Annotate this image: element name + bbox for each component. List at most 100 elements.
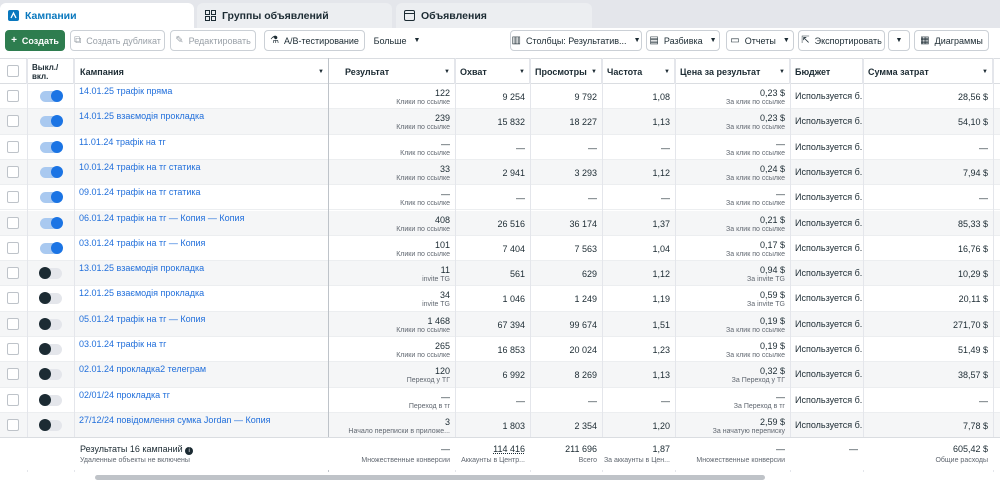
campaign-name-link[interactable]: 05.01.24 трафік на тг — Копия xyxy=(79,313,206,324)
horizontal-scrollbar[interactable] xyxy=(95,475,765,480)
row-checkbox[interactable] xyxy=(7,292,19,305)
cell-cpr: 0,17 $ За клик по ссылке xyxy=(675,236,790,261)
tab-campaigns[interactable]: Кампании xyxy=(0,3,194,28)
cell-result: 11 invite TG xyxy=(340,261,455,286)
table-row[interactable]: 12.01.25 взаємодія прокладка 34 invite TG 1… xyxy=(0,286,1000,312)
charts-button[interactable]: ▦ Диаграммы xyxy=(914,30,989,51)
info-icon[interactable]: i xyxy=(185,447,194,455)
header-toggle-label: Выкл./вкл. xyxy=(32,62,59,81)
cell-result-value: 265 xyxy=(434,341,450,351)
campaign-toggle[interactable] xyxy=(39,292,62,305)
table-row[interactable]: 02/01/24 прокладка тг — Переход в тг — — — — За… xyxy=(0,388,1000,413)
table-row[interactable]: 03.01.24 трафік на тг 265 Клики по ссылке 1… xyxy=(0,337,1000,363)
table-row[interactable]: 10.01.24 трафік на тг статика 33 Клики по … xyxy=(0,159,1000,186)
breakdown-button[interactable]: ▤ Разбивка ▼ xyxy=(646,30,720,51)
row-checkbox[interactable] xyxy=(7,343,19,355)
table-row[interactable]: 02.01.24 прокладка2 телеграм 120 Переход у… xyxy=(0,362,1000,388)
footer-spend-sub: Общие расходы xyxy=(935,457,988,464)
campaign-toggle[interactable] xyxy=(40,191,63,204)
header-impressions[interactable]: Просмотры ▼ xyxy=(530,59,602,84)
cell-freq: 1,13 xyxy=(602,362,675,387)
cell-reach: 1 046 xyxy=(455,286,530,311)
footer-budget-value: — xyxy=(849,444,858,454)
campaign-toggle[interactable] xyxy=(40,165,63,178)
create-button[interactable]: + Создать xyxy=(5,30,65,51)
table-row[interactable]: 03.01.24 трафік на тг — Копия 101 Клики по… xyxy=(0,236,1000,262)
campaign-name-link[interactable]: 27/12/24 повідомлення сумка Jordan — Коп… xyxy=(79,414,271,425)
cell-spend-value: 10,29 $ xyxy=(957,269,988,280)
footer-reach-value[interactable]: 114 416 xyxy=(493,444,525,454)
campaign-toggle[interactable] xyxy=(39,368,62,381)
campaign-name-link[interactable]: 02.01.24 прокладка2 телеграм xyxy=(79,364,207,375)
row-checkbox[interactable] xyxy=(7,90,19,102)
campaign-name-link[interactable]: 03.01.24 трафік на тг — Копия xyxy=(79,237,206,248)
table-row[interactable]: 06.01.24 трафік на тг — Копия — Копия 408… xyxy=(0,210,1000,236)
campaign-toggle[interactable] xyxy=(40,140,63,153)
header-spend[interactable]: Сумма затрат ▼ xyxy=(863,59,993,84)
header-campaign[interactable]: Кампания ▼ xyxy=(75,59,329,84)
campaign-name-link[interactable]: 10.01.24 трафік на тг статика xyxy=(79,161,201,172)
campaign-name-link[interactable]: 02/01/24 прокладка тг xyxy=(79,389,171,400)
campaign-toggle[interactable] xyxy=(40,90,63,102)
export-menu-button[interactable]: ▼ xyxy=(888,30,910,51)
tab-adsets[interactable]: Группы объявлений xyxy=(197,3,392,28)
cell-freq: 1,08 xyxy=(602,84,675,109)
header-reach[interactable]: Охват ▼ xyxy=(455,59,530,84)
columns-button[interactable]: ▥ Столбцы: Результатив... ▼ xyxy=(510,30,642,51)
cell-freq-value: 1,12 xyxy=(652,167,670,178)
row-checkbox[interactable] xyxy=(7,267,19,280)
cell-impr: 1 249 xyxy=(530,286,602,311)
table-row[interactable]: 27/12/24 повідомлення сумка Jordan — Коп… xyxy=(0,412,1000,439)
campaign-toggle[interactable] xyxy=(39,418,62,431)
edit-button[interactable]: ✎ Редактировать xyxy=(170,30,256,51)
header-frequency[interactable]: Частота ▼ xyxy=(602,59,675,84)
header-result[interactable]: Результат ▼ xyxy=(340,59,455,84)
campaign-name-link[interactable]: 06.01.24 трафік на тг — Копия — Копия xyxy=(79,212,245,223)
row-checkbox[interactable] xyxy=(7,165,19,178)
table-row[interactable]: 14.01.25 трафік пряма 122 Клики по ссылке 9… xyxy=(0,84,1000,110)
tab-ads[interactable]: Объявления xyxy=(396,3,592,28)
campaign-name-link[interactable]: 13.01.25 взаємодія прокладка xyxy=(79,263,205,274)
table-row[interactable]: 09.01.24 трафік на тг статика — Клик по сс… xyxy=(0,185,1000,211)
table-row[interactable]: 13.01.25 взаємодія прокладка 11 invite TG 5… xyxy=(0,261,1000,287)
row-checkbox[interactable] xyxy=(7,393,19,406)
row-checkbox[interactable] xyxy=(7,140,19,153)
header-budget[interactable]: Бюджет xyxy=(790,59,863,84)
row-checkbox[interactable] xyxy=(7,191,19,204)
toggle-knob xyxy=(51,241,63,254)
row-checkbox[interactable] xyxy=(7,368,19,381)
campaign-name-link[interactable]: 12.01.25 взаємодія прокладка xyxy=(79,288,205,299)
cell-result-sub: Клики по ссылке xyxy=(396,326,450,334)
row-checkbox[interactable] xyxy=(7,418,19,431)
row-checkbox[interactable] xyxy=(7,317,19,330)
campaign-name-link[interactable]: 03.01.24 трафік на тг xyxy=(79,339,167,349)
row-checkbox[interactable] xyxy=(7,241,19,254)
header-cpr[interactable]: Цена за результат ▼ xyxy=(675,59,790,84)
chevron-down-icon: ▼ xyxy=(633,37,641,44)
campaign-toggle[interactable] xyxy=(40,216,63,229)
more-button[interactable]: Больше ▼ xyxy=(370,30,424,51)
campaign-toggle[interactable] xyxy=(39,317,62,330)
reports-button[interactable]: ▭ Отчеты ▼ xyxy=(726,30,794,51)
campaign-toggle[interactable] xyxy=(39,393,62,406)
select-all-checkbox[interactable] xyxy=(7,65,19,77)
row-checkbox[interactable] xyxy=(7,216,19,229)
ab-test-button[interactable]: ⚗ A/B-тестирование xyxy=(264,30,365,51)
duplicate-button[interactable]: ⧉ Создать дубликат xyxy=(70,30,165,51)
campaign-toggle[interactable] xyxy=(39,267,62,280)
campaign-name-link[interactable]: 14.01.25 взаємодія прокладка xyxy=(79,111,205,122)
cell-reach-value: 561 xyxy=(509,269,525,280)
table-row[interactable]: 05.01.24 трафік на тг — Копия 1 468 Клики … xyxy=(0,311,1000,337)
campaign-toggle[interactable] xyxy=(39,343,62,355)
campaign-name-link[interactable]: 14.01.25 трафік пряма xyxy=(79,86,173,96)
campaign-name-link[interactable]: 11.01.24 трафік на тг xyxy=(79,136,166,147)
cell-result-value: 3 xyxy=(444,416,450,427)
table-row[interactable]: 14.01.25 взаємодія прокладка 239 Клики по … xyxy=(0,109,1000,135)
export-button[interactable]: ⇱ Экспортировать xyxy=(798,30,885,51)
table-row[interactable]: 11.01.24 трафік на тг — Клик по ссылке — — — —… xyxy=(0,135,1000,160)
campaign-name-link[interactable]: 09.01.24 трафік на тг статика xyxy=(79,187,201,198)
campaign-toggle[interactable] xyxy=(40,115,63,128)
cell-freq: — xyxy=(602,135,675,160)
row-checkbox[interactable] xyxy=(7,115,19,128)
campaign-toggle[interactable] xyxy=(40,241,63,254)
